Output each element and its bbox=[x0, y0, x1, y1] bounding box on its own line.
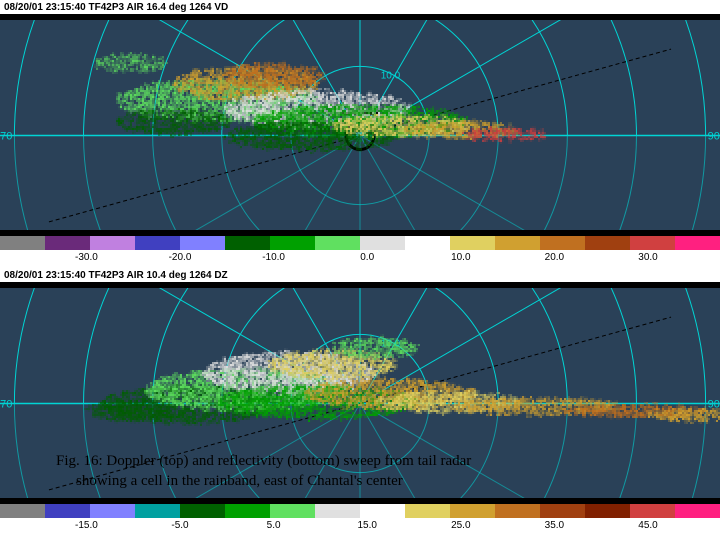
tick-row bbox=[0, 230, 720, 236]
colorbar-segment bbox=[0, 236, 45, 250]
colorbar-segment bbox=[270, 504, 315, 518]
scale-label: 35.0 bbox=[545, 520, 564, 531]
colorbar-segment bbox=[675, 504, 720, 518]
panel-doppler: 08/20/01 23:15:40 TF42P3 AIR 16.4 deg 12… bbox=[0, 0, 720, 268]
scale-label: -15.0 bbox=[75, 520, 98, 531]
scale-label: 30.0 bbox=[638, 252, 657, 263]
colorbar-segment bbox=[135, 236, 180, 250]
colorbar-segment bbox=[585, 236, 630, 250]
colorbar-segment bbox=[450, 236, 495, 250]
scale-label: 25.0 bbox=[451, 520, 470, 531]
colorbar-segment bbox=[450, 504, 495, 518]
scale-row-top: -30.0 -20.0 -10.0 0.0 10.0 20.0 30.0 bbox=[0, 250, 720, 268]
figure-caption: Fig. 16: Doppler (top) and reflectivity … bbox=[48, 448, 479, 495]
scale-label: 20.0 bbox=[545, 252, 564, 263]
panel-top-title: 08/20/01 23:15:40 TF42P3 AIR 16.4 deg 12… bbox=[0, 0, 720, 14]
scale-label: 45.0 bbox=[638, 520, 657, 531]
colorbar-segment bbox=[405, 504, 450, 518]
colorbar-segment bbox=[90, 236, 135, 250]
scale-label: -20.0 bbox=[169, 252, 192, 263]
scale-label: 10.0 bbox=[451, 252, 470, 263]
colorbar-segment bbox=[90, 504, 135, 518]
colorbar-segment bbox=[495, 504, 540, 518]
caption-line1: Fig. 16: Doppler (top) and reflectivity … bbox=[56, 453, 471, 469]
panel-bottom-title: 08/20/01 23:15:40 TF42P3 AIR 10.4 deg 12… bbox=[0, 268, 720, 282]
colorbar-top bbox=[0, 236, 720, 250]
colorbar-bottom bbox=[0, 504, 720, 518]
scale-label: -30.0 bbox=[75, 252, 98, 263]
colorbar-segment bbox=[630, 236, 675, 250]
colorbar-segment bbox=[540, 236, 585, 250]
colorbar-segment bbox=[360, 504, 405, 518]
colorbar-segment bbox=[225, 236, 270, 250]
tick-row bbox=[0, 498, 720, 504]
colorbar-segment bbox=[180, 504, 225, 518]
caption-line2: showing a cell in the rainband, east of … bbox=[76, 473, 403, 489]
colorbar-segment bbox=[675, 236, 720, 250]
colorbar-segment bbox=[45, 504, 90, 518]
radar-display-top: 2709010.020.0 bbox=[0, 20, 720, 230]
scale-label: 0.0 bbox=[360, 252, 374, 263]
colorbar-segment bbox=[585, 504, 630, 518]
colorbar-segment bbox=[135, 504, 180, 518]
colorbar-segment bbox=[180, 236, 225, 250]
scale-row-bottom: -15.0 -5.0 5.0 15.0 25.0 35.0 45.0 bbox=[0, 518, 720, 536]
scale-label: 5.0 bbox=[267, 520, 281, 531]
colorbar-segment bbox=[495, 236, 540, 250]
colorbar-segment bbox=[270, 236, 315, 250]
colorbar-segment bbox=[540, 504, 585, 518]
colorbar-segment bbox=[315, 236, 360, 250]
colorbar-segment bbox=[225, 504, 270, 518]
panel-reflectivity: 08/20/01 23:15:40 TF42P3 AIR 10.4 deg 12… bbox=[0, 268, 720, 536]
colorbar-segment bbox=[630, 504, 675, 518]
colorbar-segment bbox=[360, 236, 405, 250]
colorbar-segment bbox=[0, 504, 45, 518]
scale-label: 15.0 bbox=[357, 520, 376, 531]
colorbar-segment bbox=[315, 504, 360, 518]
colorbar-segment bbox=[405, 236, 450, 250]
scale-label: -5.0 bbox=[171, 520, 188, 531]
scale-label: -10.0 bbox=[262, 252, 285, 263]
radar-data-top bbox=[0, 20, 720, 230]
colorbar-segment bbox=[45, 236, 90, 250]
